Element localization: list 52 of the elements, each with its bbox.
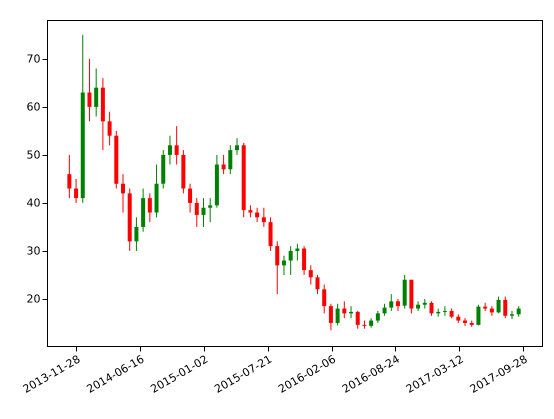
candlestick <box>476 304 480 326</box>
candlestick <box>67 154 72 199</box>
candlestick <box>174 126 179 166</box>
candlestick <box>248 204 252 218</box>
candlestick <box>168 135 172 166</box>
candlestick <box>416 300 420 312</box>
candlestick <box>442 306 447 316</box>
candlestick <box>490 306 494 316</box>
candlestick <box>322 284 326 314</box>
y-tick-label: 30 <box>26 244 40 258</box>
candlestick <box>134 216 138 252</box>
y-tick-label: 20 <box>26 292 40 306</box>
candlestick <box>74 178 78 204</box>
candlestick <box>503 296 508 319</box>
candlestick <box>295 243 300 262</box>
candlestick <box>228 144 232 175</box>
candlestick <box>302 246 306 276</box>
candlestick <box>201 198 206 228</box>
candlestick <box>336 303 340 326</box>
candlestick <box>516 306 521 318</box>
candlestick <box>308 264 313 286</box>
candlestick <box>389 294 394 312</box>
candlestick <box>262 207 266 228</box>
candlestick <box>87 58 92 122</box>
candlestick <box>349 306 354 319</box>
y-tick-label: 70 <box>26 52 40 66</box>
y-tick-label: 40 <box>26 196 40 210</box>
candlestick <box>376 310 380 324</box>
candlestick <box>94 68 98 118</box>
candlestick <box>148 192 152 223</box>
candlestick <box>356 310 360 330</box>
candlestick <box>382 303 387 316</box>
candlestick <box>222 154 226 175</box>
candlestick <box>121 174 126 214</box>
candlestick <box>282 255 286 276</box>
candlestick <box>496 296 501 314</box>
candlestick <box>288 246 293 276</box>
candlestick <box>255 207 260 223</box>
candlestick <box>328 303 333 331</box>
candlestick <box>396 298 400 312</box>
y-tick-label: 60 <box>26 100 40 114</box>
y-tick-label: 50 <box>26 148 40 162</box>
candlestick <box>430 300 434 316</box>
candlestick <box>188 183 192 214</box>
candlestick <box>108 111 112 146</box>
candlestick <box>450 308 454 319</box>
candlestick <box>194 198 199 228</box>
candlestick <box>235 138 240 156</box>
candlestick <box>275 240 280 295</box>
candlestick <box>369 318 374 328</box>
candlestick <box>315 274 320 295</box>
candlestick <box>342 300 346 319</box>
